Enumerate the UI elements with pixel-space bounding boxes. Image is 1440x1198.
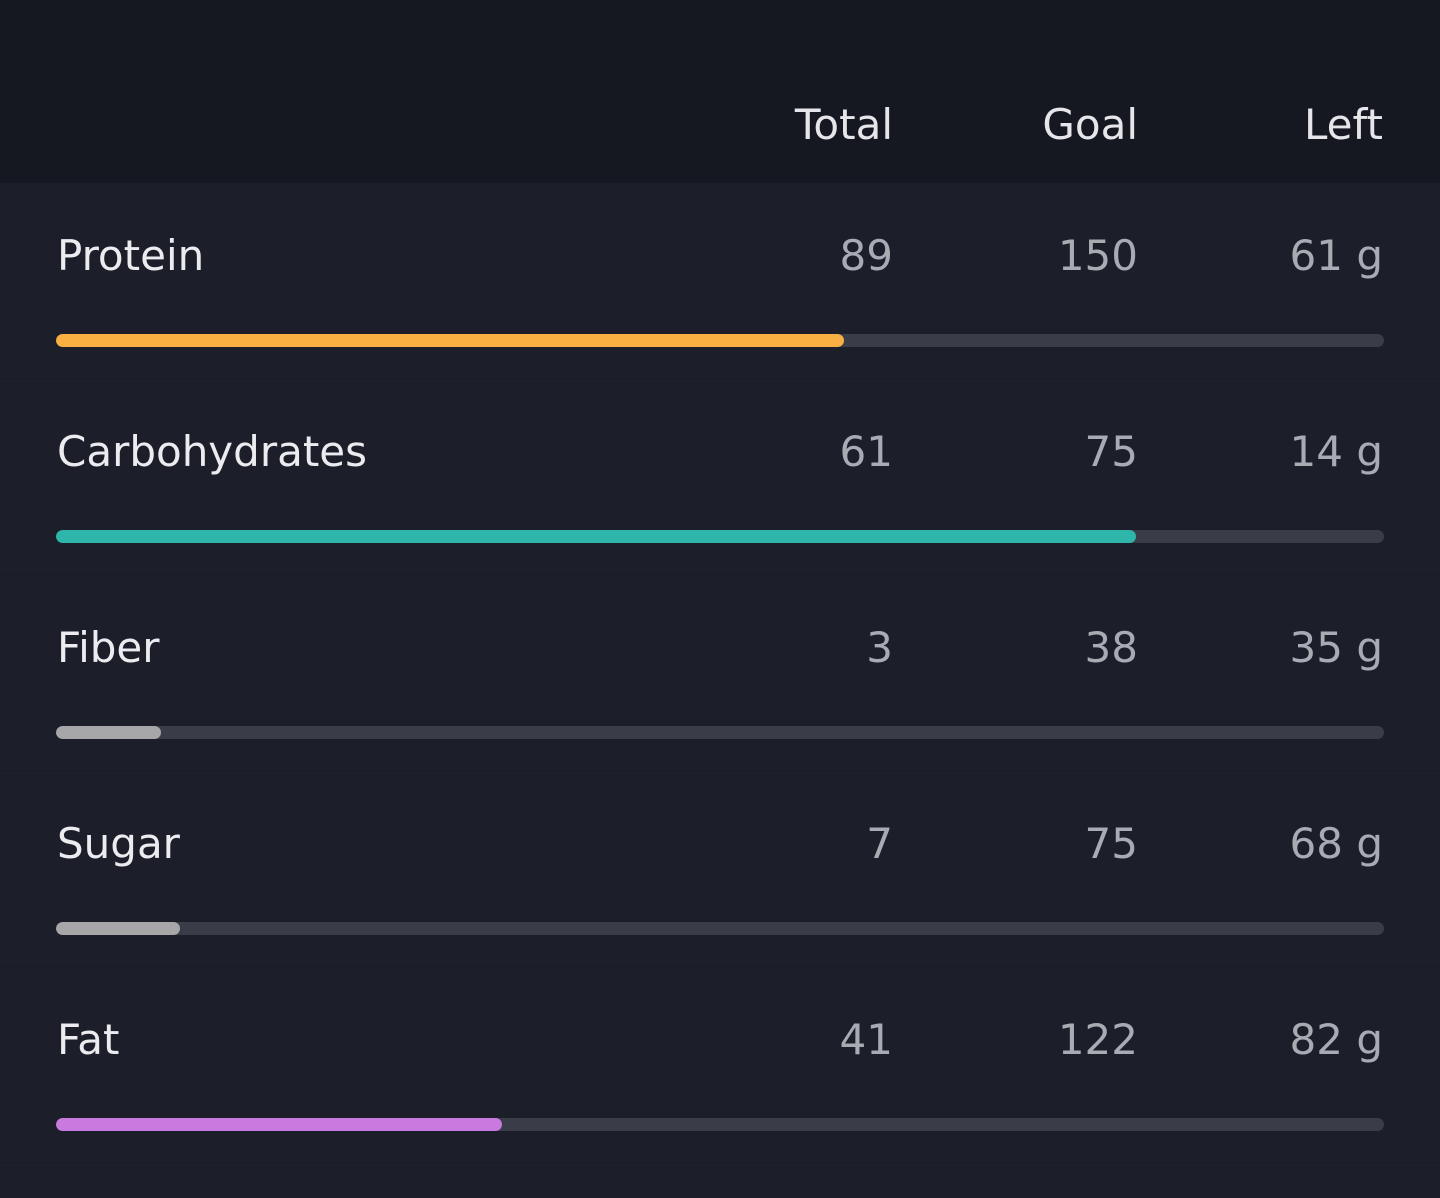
- goal-value: 75: [1084, 427, 1138, 476]
- nutrient-name: Fat: [57, 1015, 120, 1064]
- table-header: Total Goal Left: [0, 0, 1440, 183]
- goal-value: 150: [1057, 231, 1138, 280]
- progress-track: [56, 334, 1384, 347]
- total-value: 61: [839, 427, 893, 476]
- nutrient-name: Fiber: [57, 623, 160, 672]
- left-value: 82 g: [1289, 1015, 1383, 1064]
- goal-value: 122: [1057, 1015, 1138, 1064]
- total-value: 7: [866, 819, 893, 868]
- progress-fill: [56, 922, 180, 935]
- column-header: Total: [794, 100, 893, 149]
- nutrient-row: Sugar 7 75 68 g: [0, 771, 1440, 967]
- nutrient-row: Protein 89 150 61 g: [0, 183, 1440, 379]
- progress-fill: [56, 530, 1137, 543]
- left-value: 14 g: [1289, 427, 1383, 476]
- progress-fill: [56, 1118, 503, 1131]
- goal-value: 75: [1084, 819, 1138, 868]
- progress-track: [56, 922, 1384, 935]
- nutrient-name: Carbohydrates: [57, 427, 368, 476]
- nutrient-name: Sugar: [57, 819, 180, 868]
- nutrient-row: Carbohydrates 61 75 14 g: [0, 379, 1440, 575]
- progress-track: [56, 1118, 1384, 1131]
- left-value: 61 g: [1289, 231, 1383, 280]
- total-value: 41: [839, 1015, 893, 1064]
- nutrient-row: Fat 41 122 82 g: [0, 967, 1440, 1163]
- progress-fill: [56, 334, 844, 347]
- column-header: Left: [1303, 100, 1383, 149]
- progress-track: [56, 530, 1384, 543]
- total-value: 3: [866, 623, 893, 672]
- left-value: 68 g: [1289, 819, 1383, 868]
- total-value: 89: [839, 231, 893, 280]
- goal-value: 38: [1084, 623, 1138, 672]
- nutrient-row: Fiber 3 38 35 g: [0, 575, 1440, 771]
- column-header: Goal: [1042, 100, 1138, 149]
- nutrient-name: Protein: [57, 231, 205, 280]
- progress-fill: [56, 726, 161, 739]
- progress-track: [56, 726, 1384, 739]
- left-value: 35 g: [1289, 623, 1383, 672]
